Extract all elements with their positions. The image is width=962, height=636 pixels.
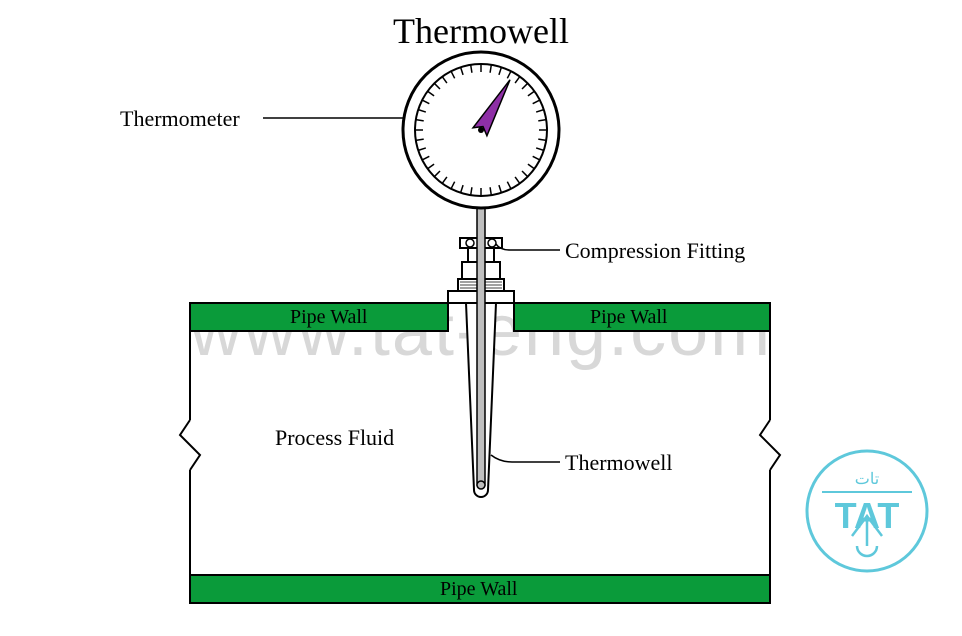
thermometer-gauge [403,52,559,208]
label-pipe-wall-bottom: Pipe Wall [440,578,517,601]
thermometer-probe [477,205,485,489]
brand-logo: تات TAT [802,446,932,576]
logo-top-text: تات [855,471,879,488]
label-pipe-wall-top-right: Pipe Wall [590,306,667,329]
label-pipe-wall-top-left: Pipe Wall [290,306,367,329]
